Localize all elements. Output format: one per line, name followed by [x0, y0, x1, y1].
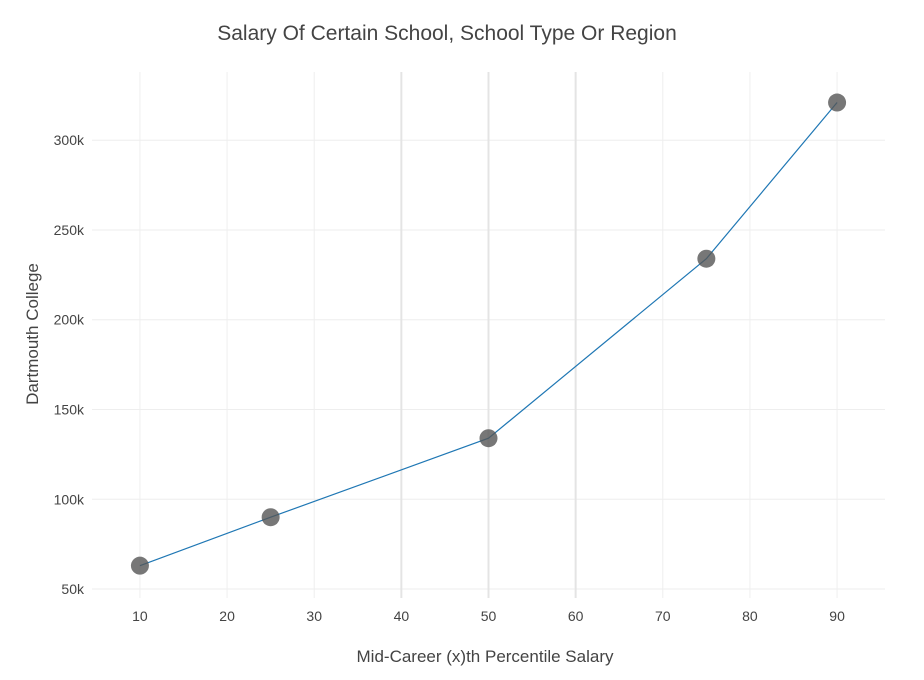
y-tick-label: 300k [54, 132, 85, 148]
x-tick-label: 50 [481, 608, 497, 624]
x-tick-label: 70 [655, 608, 671, 624]
y-tick-label: 250k [54, 222, 85, 238]
x-tick-label: 20 [219, 608, 235, 624]
x-tick-label: 90 [829, 608, 845, 624]
series [130, 93, 847, 575]
y-tick-label: 100k [54, 491, 85, 507]
x-tick-label: 80 [742, 608, 758, 624]
x-axis-title: Mid-Career (x)th Percentile Salary [357, 647, 614, 666]
y-tick-label: 150k [54, 402, 85, 418]
x-axis-ticks: 10 20 30 40 50 60 70 80 90 [132, 608, 845, 624]
y-tick-label: 200k [54, 312, 85, 328]
data-point[interactable] [130, 556, 149, 575]
x-tick-label: 40 [394, 608, 410, 624]
data-point[interactable] [697, 249, 716, 268]
chart-title: Salary Of Certain School, School Type Or… [217, 22, 677, 45]
x-tick-label: 30 [306, 608, 322, 624]
x-tick-label: 10 [132, 608, 148, 624]
data-point[interactable] [261, 508, 280, 527]
grid [92, 72, 885, 598]
data-point[interactable] [828, 93, 847, 112]
y-axis-ticks: 50k 100k 150k 200k 250k 300k [54, 132, 85, 597]
x-tick-label: 60 [568, 608, 584, 624]
y-axis-title: Dartmouth College [23, 263, 42, 405]
y-tick-label: 50k [61, 581, 85, 597]
data-point[interactable] [479, 429, 498, 448]
